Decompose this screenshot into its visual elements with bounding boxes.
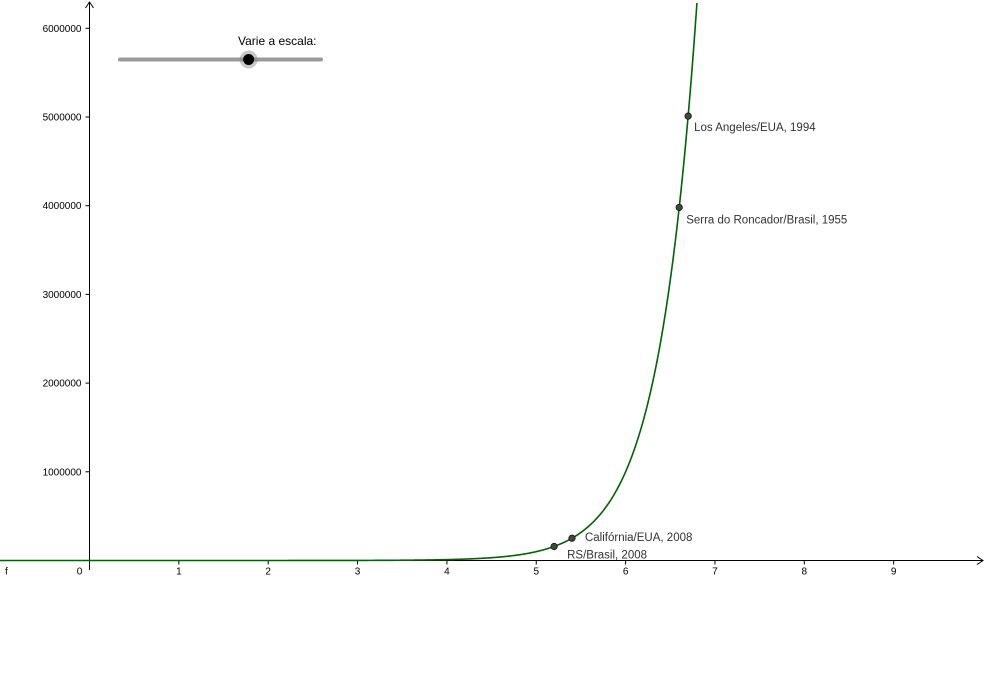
data-point <box>675 203 683 212</box>
scale-slider[interactable]: Varie a escala: <box>118 34 323 69</box>
point-label: RS/Brasil, 2008 <box>567 549 647 561</box>
point-label: Serra do Roncador/Brasil, 1955 <box>686 214 847 226</box>
function-label: f <box>5 567 8 578</box>
data-point <box>550 542 558 551</box>
x-tick-label: 4 <box>444 567 450 578</box>
y-tick-label: 5000000 <box>43 113 82 124</box>
axis-ticks: 0 1 2 3 4 5 6 7 8 9 1000000 2000000 3000000 4000000 50… <box>43 24 897 578</box>
axes <box>0 1 984 570</box>
x-tick-label: 3 <box>355 567 361 578</box>
y-tick-label: 4000000 <box>43 201 82 212</box>
y-axis-arrow <box>85 1 94 9</box>
data-point <box>568 534 576 542</box>
y-tick-label: 6000000 <box>43 24 82 35</box>
point-label: Los Angeles/EUA, 1994 <box>694 122 816 134</box>
x-tick-label: 2 <box>265 567 271 578</box>
x-tick-label: 6 <box>623 567 629 578</box>
x-tick-label: 7 <box>712 567 718 578</box>
data-point <box>684 112 692 120</box>
x-tick-label: 8 <box>802 567 808 578</box>
slider-label: Varie a escala: <box>238 34 317 48</box>
x-tick-label: 0 <box>77 567 83 578</box>
y-tick-label: 2000000 <box>43 379 82 390</box>
x-tick-label: 9 <box>891 567 897 578</box>
x-tick-label: 5 <box>533 567 539 578</box>
y-tick-label: 3000000 <box>43 290 82 301</box>
x-axis-arrow <box>976 556 984 565</box>
point-label: Califórnia/EUA, 2008 <box>585 532 692 544</box>
curve-layer <box>0 2 698 562</box>
curve-f <box>0 2 698 562</box>
x-tick-label: 1 <box>176 567 182 578</box>
y-tick-label: 1000000 <box>43 467 82 478</box>
points-layer: RS/Brasil, 2008 Califórnia/EUA, 2008 Serra… <box>550 112 847 561</box>
slider-knob[interactable] <box>243 54 255 65</box>
